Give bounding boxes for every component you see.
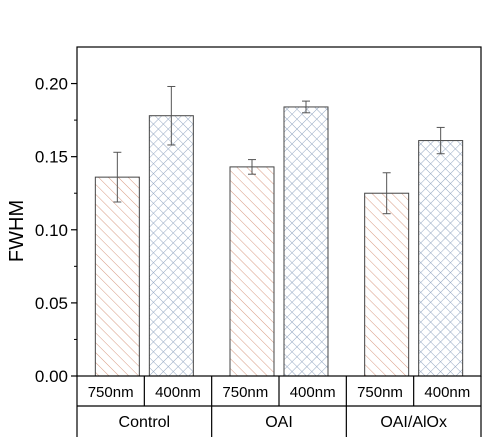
y-tick-label: 0.10 bbox=[35, 221, 68, 240]
category-label: 750nm bbox=[222, 384, 268, 401]
bar-control-400nm bbox=[148, 115, 194, 377]
category-label-row: 750nm 400nm 750nm 400nm 750nm 400nm bbox=[76, 376, 482, 407]
y-tick-label: 0.00 bbox=[35, 367, 68, 386]
error-bars bbox=[113, 85, 445, 215]
category-label: 400nm bbox=[155, 384, 201, 401]
y-tick-label: 0.05 bbox=[35, 294, 68, 313]
bars bbox=[94, 106, 464, 377]
group-label-row: Control OAI OAI/AlOx bbox=[76, 376, 482, 437]
y-tick-label: 0.20 bbox=[35, 75, 68, 94]
group-label: OAI/AlOx bbox=[380, 414, 447, 431]
category-label: 750nm bbox=[357, 384, 403, 401]
y-tick-label: 0.15 bbox=[35, 148, 68, 167]
y-axis-ticks: 0.00 0.05 0.10 0.15 0.20 bbox=[35, 75, 77, 386]
bar-oai-400nm bbox=[283, 106, 329, 377]
category-label: 400nm bbox=[424, 384, 470, 401]
bar-oai-alox-400nm bbox=[418, 140, 464, 377]
bar-oai-alox-750nm bbox=[364, 192, 410, 377]
group-label: Control bbox=[119, 414, 171, 431]
bar-control-750nm bbox=[94, 176, 140, 377]
bar-oai-750nm bbox=[229, 166, 275, 377]
category-label: 400nm bbox=[290, 384, 336, 401]
y-axis-label: FWHM bbox=[6, 200, 28, 262]
category-label: 750nm bbox=[88, 384, 134, 401]
group-label: OAI bbox=[265, 414, 293, 431]
